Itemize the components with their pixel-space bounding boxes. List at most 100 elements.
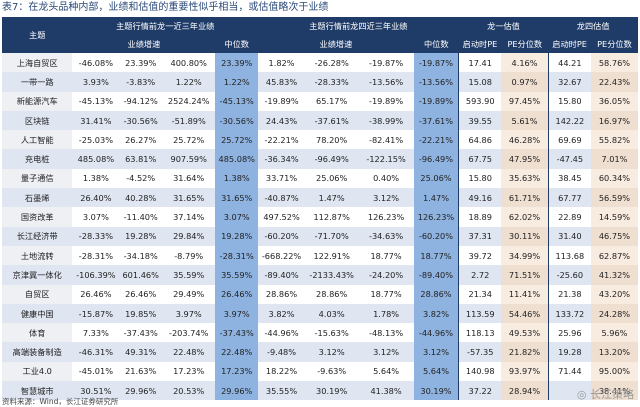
leader1-median-cell: 3.97% <box>215 303 259 324</box>
leader1-growth-cell: 26.40% <box>72 188 120 208</box>
theme-name-cell: 石墨烯 <box>2 188 73 208</box>
leader4-median-cell: -44.96% <box>413 323 459 343</box>
leader4-median-cell: -22.21% <box>413 130 459 150</box>
table-row: 量子通信 1.38% -4.52% 31.64% 1.38% 33.71% 25.06% 0.… <box>2 168 638 189</box>
table-row: 工业4.0 -45.01% 21.63% 17.23% 17.23% 18.22% -9.6… <box>2 361 638 382</box>
leader4-growth-cell: -19.89% <box>358 91 414 111</box>
leader1-growth-cell: 20.53% <box>162 381 216 401</box>
header-group4: 龙四估值 <box>548 17 638 35</box>
table-row: 京津冀一体化 -106.39% 601.46% 35.59% 35.59% -89.40%… <box>2 265 638 285</box>
leader1-growth-cell: 7.33% <box>72 323 120 343</box>
theme-name-cell: 上海自贸区 <box>2 53 73 73</box>
leader4-growth-cell: -38.99% <box>358 110 414 131</box>
leader4-start-pe-cell: 19.28 <box>547 342 591 362</box>
leader4-pe-pct-cell: 5.96% <box>590 323 638 343</box>
leader4-start-pe-cell: -25.60 <box>547 265 591 285</box>
leader4-growth-cell: 3.12% <box>358 188 414 208</box>
table-row: 国资改革 3.07% -11.40% 37.14% 3.07% 497.52% 112.87… <box>2 207 638 227</box>
theme-name-cell: 新能源汽车 <box>2 91 73 111</box>
leader1-growth-cell: 26.27% <box>119 130 163 150</box>
leader4-growth-cell: -48.13% <box>358 323 414 343</box>
leader1-growth-cell: -203.74% <box>162 323 216 343</box>
table-row: 健康中国 -15.87% 19.85% 3.97% 3.97% 3.82% 4.03% 1.7… <box>2 303 638 324</box>
leader1-growth-cell: -15.87% <box>72 303 120 324</box>
leader1-growth-cell: 26.46% <box>119 284 163 304</box>
leader4-median-cell: -19.87% <box>413 53 459 73</box>
leader4-start-pe-cell: 133.72 <box>547 303 591 324</box>
leader1-growth-cell: -106.39% <box>72 265 120 285</box>
leader1-pe-pct-cell: 11.41% <box>501 284 549 304</box>
leader1-growth-cell: 22.48% <box>162 342 216 362</box>
leader1-start-pe-cell: 37.22 <box>458 381 502 401</box>
leader4-growth-cell: 1.47% <box>305 188 359 208</box>
leader1-growth-cell: 1.38% <box>72 168 120 189</box>
leader4-growth-cell: 1.78% <box>358 303 414 324</box>
header-group1: 主题行情前龙一近三年业绩 <box>72 17 259 35</box>
theme-name-cell: 体育 <box>2 323 73 343</box>
leader4-median-cell: -89.40% <box>413 265 459 285</box>
leader1-growth-cell: 31.64% <box>162 168 216 189</box>
leader1-growth-cell: -37.43% <box>119 323 163 343</box>
leader4-growth-cell: -24.20% <box>358 265 414 285</box>
leader4-growth-cell: -60.20% <box>258 226 305 246</box>
leader4-median-cell: 25.06% <box>413 168 459 189</box>
leader1-growth-cell: 31.65% <box>162 188 216 208</box>
leader1-growth-cell: 63.81% <box>119 149 163 169</box>
table-row: 区块链 31.41% -30.56% -51.89% -30.56% 24.43% -37.… <box>2 110 638 131</box>
leader4-growth-cell: -9.63% <box>305 361 359 382</box>
watermark-logo-icon: ◎ <box>576 388 590 401</box>
table-row: 上海自贸区 -46.08% 23.39% 400.80% 23.39% 1.82% -26.… <box>2 53 638 73</box>
leader1-growth-cell: -46.31% <box>72 342 120 362</box>
leader4-median-cell: 1.47% <box>413 188 459 208</box>
leader4-growth-cell: -122.15% <box>358 149 414 169</box>
leader1-pe-pct-cell: 62.02% <box>501 207 549 227</box>
leader4-median-cell: -60.20% <box>413 226 459 246</box>
leader1-start-pe-cell: 21.34 <box>458 284 502 304</box>
leader1-pe-pct-cell: 5.61% <box>501 110 549 131</box>
leader4-median-cell: -13.56% <box>413 72 459 92</box>
leader4-growth-cell: 35.55% <box>258 381 305 401</box>
leader4-start-pe-cell: 31.40 <box>547 226 591 246</box>
leader4-growth-cell: 1.82% <box>258 53 305 73</box>
leader1-growth-cell: 1.22% <box>162 72 216 92</box>
leader4-start-pe-cell: 142.22 <box>547 110 591 131</box>
leader1-growth-cell: 3.93% <box>72 72 120 92</box>
leader1-growth-cell: 49.31% <box>119 342 163 362</box>
leader1-start-pe-cell: 39.55 <box>458 110 502 131</box>
leader1-median-cell: 1.38% <box>215 168 259 189</box>
leader4-growth-cell: 28.86% <box>258 284 305 304</box>
theme-name-cell: 工业4.0 <box>2 361 73 382</box>
watermark: ◎ 长江策略 <box>577 386 634 402</box>
leader1-growth-cell: 3.07% <box>72 207 120 227</box>
leader4-median-cell: 30.19% <box>413 381 459 401</box>
leader1-start-pe-cell: 18.89 <box>458 207 502 227</box>
table-row: 高端装备制造 -46.31% 49.31% 22.48% 22.48% -9.48% 3.1… <box>2 342 638 362</box>
leader4-growth-cell: 122.91% <box>305 245 359 266</box>
leader4-growth-cell: -28.33% <box>305 72 359 92</box>
leader1-pe-pct-cell: 49.53% <box>501 323 549 343</box>
theme-name-cell: 人工智能 <box>2 130 73 150</box>
leader1-growth-cell: -45.01% <box>72 361 120 382</box>
leader4-growth-cell: 28.86% <box>305 284 359 304</box>
leader4-pe-pct-cell: 13.20% <box>590 342 638 362</box>
leader1-median-cell: 3.07% <box>215 207 259 227</box>
header-growth-2: 业绩增速 <box>258 35 414 53</box>
leader4-start-pe-cell: 113.68 <box>547 245 591 266</box>
leader1-pe-pct-cell: 28.94% <box>501 381 549 401</box>
leader4-median-cell: 5.64% <box>413 361 459 382</box>
leader1-growth-cell: 30.51% <box>72 381 120 401</box>
header-theme: 主题 <box>2 17 73 53</box>
leader1-start-pe-cell: 49.16 <box>458 188 502 208</box>
leader4-pe-pct-cell: 16.97% <box>590 110 638 131</box>
leader4-growth-cell: 78.20% <box>305 130 359 150</box>
leader4-median-cell: 3.82% <box>413 303 459 324</box>
theme-name-cell: 京津冀一体化 <box>2 265 73 285</box>
leader4-pe-pct-cell: 55.82% <box>590 130 638 150</box>
leader1-growth-cell: -8.79% <box>162 245 216 266</box>
header-group2: 主题行情前龙四近三年业绩 <box>258 17 459 35</box>
leader4-pe-pct-cell: 7.01% <box>590 149 638 169</box>
header-pe-pct-1: PE分位数 <box>501 35 549 53</box>
leader4-pe-pct-cell: 38.41% <box>590 381 638 401</box>
leader1-growth-cell: -51.89% <box>162 110 216 131</box>
leader1-pe-pct-cell: 46.28% <box>501 130 549 150</box>
